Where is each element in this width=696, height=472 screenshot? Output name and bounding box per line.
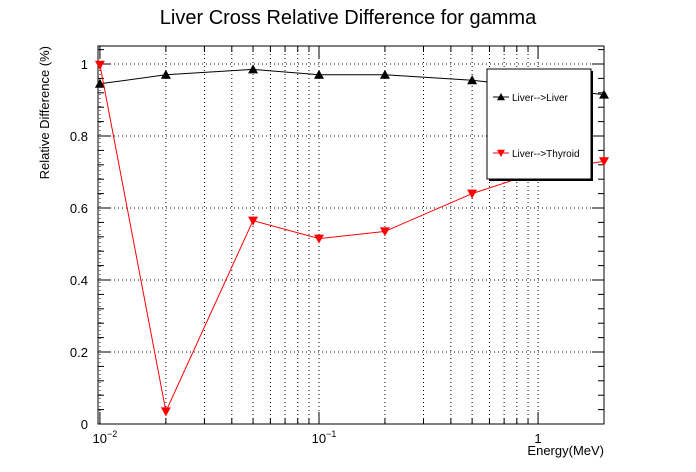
data-point xyxy=(160,69,171,79)
grid xyxy=(98,46,604,424)
series-group xyxy=(94,64,609,99)
data-point xyxy=(497,93,505,101)
data-point xyxy=(313,69,324,79)
data-point xyxy=(467,75,478,85)
legend-box xyxy=(486,68,592,180)
y-tick-label: 0.8 xyxy=(70,129,88,144)
data-point xyxy=(313,234,324,244)
y-axis-title: Relative Difference (%) xyxy=(37,46,52,179)
data-point xyxy=(379,69,390,79)
y-tick-label: 0.2 xyxy=(70,345,88,360)
legend: Liver-->Liver Liver-->Thyroid xyxy=(486,68,593,181)
legend-label: Liver-->Liver xyxy=(512,93,569,104)
data-point xyxy=(94,78,105,88)
data-point xyxy=(248,216,259,226)
data-point xyxy=(94,60,105,70)
x-tick-label: 1 xyxy=(534,431,541,446)
data-point xyxy=(467,189,478,199)
data-point xyxy=(497,149,505,157)
y-tick-label: 0 xyxy=(81,417,88,432)
y-tick-label: 0.4 xyxy=(70,273,88,288)
plot-frame xyxy=(97,45,605,425)
data-point xyxy=(160,407,171,417)
chart-title: Liver Cross Relative Difference for gamm… xyxy=(160,7,537,29)
data-point xyxy=(599,157,609,167)
x-tick-label: 10−1 xyxy=(312,429,337,446)
y-tick-label: 0.6 xyxy=(70,201,88,216)
y-tick-label: 1 xyxy=(81,57,88,72)
legend-label: Liver-->Thyroid xyxy=(512,149,580,160)
data-point xyxy=(248,64,259,74)
x-axis-title: Energy(MeV) xyxy=(527,443,604,458)
data-point xyxy=(599,89,609,99)
data-point xyxy=(379,227,390,237)
axis-ticks: 10−2 10−1 1 0 0.2 0.4 0.6 0.8 1 xyxy=(70,46,605,446)
x-tick-label: 10−2 xyxy=(93,429,118,446)
